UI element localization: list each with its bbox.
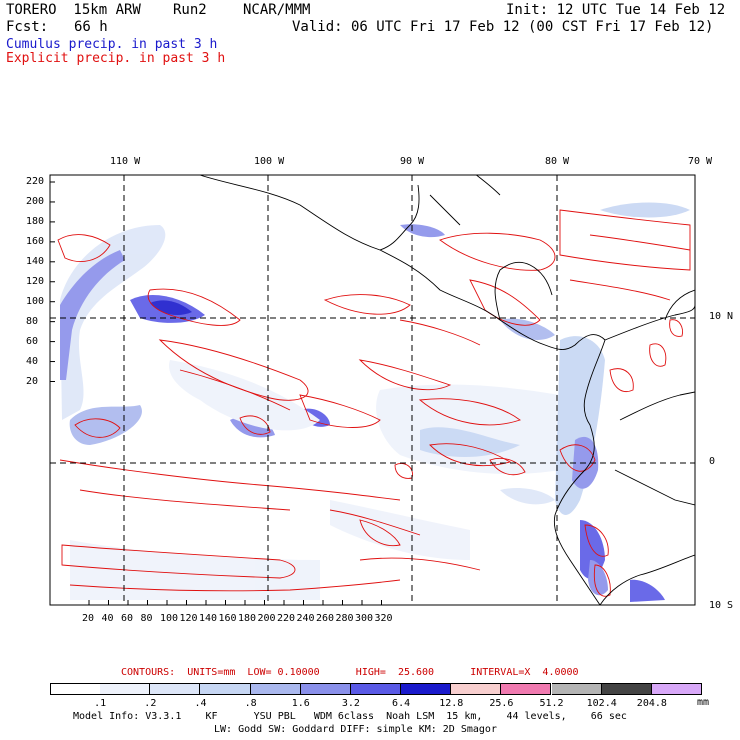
x-tick-label: 80	[140, 613, 153, 624]
physics-info-line: LW: Godd SW: Goddard DIFF: simple KM: 2D…	[214, 724, 497, 735]
colorbar-cell	[601, 683, 652, 695]
y-tick-label: 120	[26, 275, 45, 287]
x-tick-label: 60	[121, 613, 134, 624]
x-axis-ticks	[88, 600, 382, 605]
x-tick-label: 320	[374, 613, 393, 624]
contours-info: CONTOURS: UNITS=mm LOW= 0.10000 HIGH= 25…	[121, 667, 579, 678]
colorbar-label: 1.6	[291, 698, 310, 709]
cumulus-precip-label: Cumulus precip. in past 3 h	[6, 37, 218, 52]
x-tick-label: 220	[277, 613, 296, 624]
y-tick-label: 160	[26, 235, 45, 247]
graticule	[50, 175, 695, 605]
colorbar-cell	[250, 683, 301, 695]
x-tick-label: 160	[218, 613, 237, 624]
colorbar-cell	[451, 683, 502, 695]
y-tick-label: 40	[26, 355, 39, 367]
valid-time: Valid: 06 UTC Fri 17 Feb 12 (00 CST Fri …	[292, 19, 714, 35]
lat-label-10s: 10 S	[709, 600, 734, 611]
explicit-precip-contours	[57, 209, 691, 597]
colorbar-label: .4	[194, 698, 207, 709]
colorbar-label: 204.8	[636, 698, 667, 709]
cumulus-precip-shading	[60, 202, 690, 602]
x-tick-label: 200	[257, 613, 276, 624]
y-tick-label: 20	[26, 375, 39, 387]
colorbar-cell	[501, 683, 552, 695]
colorbar-cell	[350, 683, 402, 695]
y-axis-ticks	[50, 181, 55, 382]
lon-label-100w: 100 W	[254, 156, 285, 167]
colorbar-label: 3.2	[341, 698, 360, 709]
y-tick-label: 180	[26, 215, 45, 227]
lon-label-80w: 80 W	[545, 156, 570, 167]
run-label: Run2	[173, 2, 207, 18]
colorbar-label: 25.6	[489, 698, 514, 709]
colorbar-cell	[200, 683, 251, 695]
x-tick-label: 180	[238, 613, 257, 624]
lat-label-0: 0	[709, 456, 716, 467]
x-tick-label: 100	[160, 613, 179, 624]
model-title: TORERO 15km ARW	[6, 2, 141, 18]
x-tick-label: 20	[82, 613, 95, 624]
colorbar-cell	[651, 683, 702, 695]
colorbar-cell	[50, 683, 102, 695]
colorbar-cell	[150, 683, 201, 695]
colorbar-label: 102.4	[586, 698, 617, 709]
forecast-hours: 66 h	[74, 19, 108, 35]
lon-label-110w: 110 W	[110, 156, 141, 167]
colorbar-unit: mm	[697, 697, 710, 708]
y-tick-label: 200	[26, 195, 45, 207]
y-tick-label: 100	[26, 295, 45, 307]
colorbar-label: .8	[244, 698, 257, 709]
x-tick-label: 300	[355, 613, 374, 624]
colorbar-label: .2	[144, 698, 157, 709]
lon-label-90w: 90 W	[400, 156, 425, 167]
x-tick-label: 40	[101, 613, 114, 624]
explicit-precip-label: Explicit precip. in past 3 h	[6, 51, 226, 66]
coastlines	[199, 175, 695, 605]
x-tick-label: 240	[296, 613, 315, 624]
lon-label-70w: 70 W	[688, 156, 713, 167]
center-label: NCAR/MMM	[243, 2, 311, 18]
x-tick-label: 260	[316, 613, 335, 624]
colorbar-cell	[100, 683, 151, 695]
model-info-line: Model Info: V3.3.1 KF YSU PBL WDM 6class…	[73, 711, 627, 722]
colorbar-cell	[401, 683, 452, 695]
colorbar-cell	[300, 683, 351, 695]
colorbar-label: .1	[94, 698, 107, 709]
colorbar-cell	[551, 683, 602, 695]
y-tick-label: 220	[26, 176, 45, 187]
lat-label-10n: 10 N	[709, 311, 734, 322]
x-tick-label: 120	[179, 613, 198, 624]
x-tick-label: 280	[335, 613, 354, 624]
y-tick-label: 80	[26, 315, 39, 327]
y-tick-label: 140	[26, 255, 45, 267]
forecast-label: Fcst:	[6, 19, 49, 35]
init-time: Init: 12 UTC Tue 14 Feb 12	[506, 2, 726, 18]
x-tick-label: 140	[199, 613, 218, 624]
colorbar-label: 51.2	[539, 698, 564, 709]
y-tick-label: 60	[26, 335, 39, 347]
colorbar-label: 12.8	[439, 698, 464, 709]
colorbar-label: 6.4	[392, 698, 411, 709]
